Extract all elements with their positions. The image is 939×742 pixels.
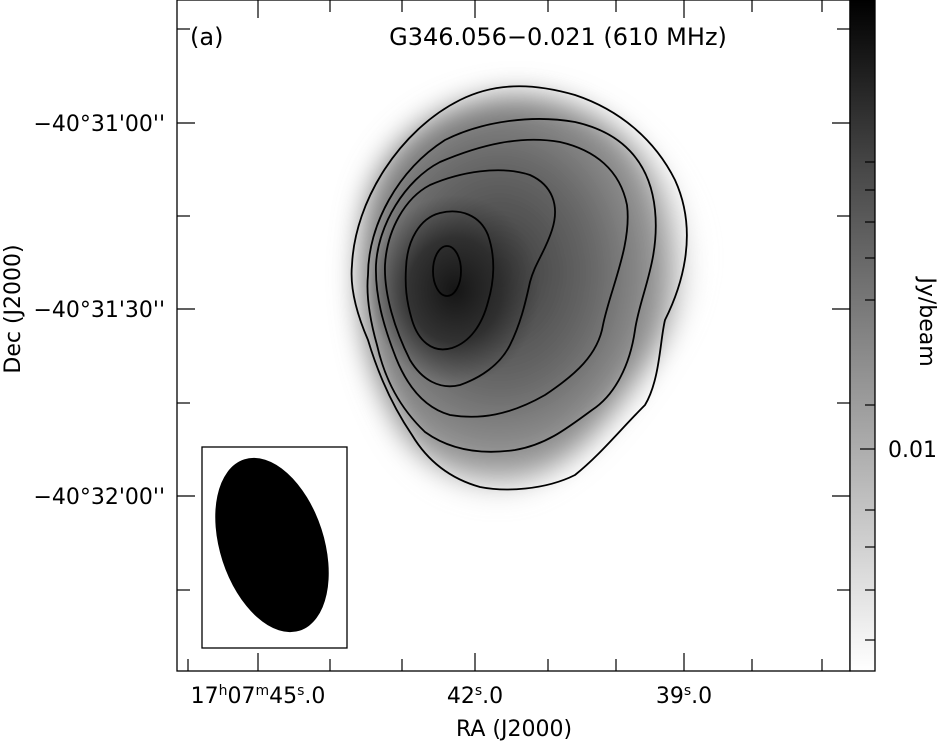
axis-ticks: [177, 0, 850, 671]
x-tick-label: 42s.0: [447, 683, 503, 709]
emission-image: [359, 93, 694, 491]
contour-level-5: [404, 210, 495, 351]
x-tick-label: 39s.0: [656, 683, 712, 709]
y-tick-label: −40°32'00'': [33, 485, 165, 510]
panel-label: (a): [190, 23, 223, 51]
x-tick-labels: 17h07m45s.0 42s.0 39s.0: [191, 683, 713, 709]
beam-ellipse: [215, 457, 329, 633]
contour-level-3: [375, 138, 629, 418]
chart-title: G346.056−0.021 (610 MHz): [389, 23, 727, 51]
contour-set: [350, 85, 688, 491]
y-tick-labels: −40°31'00'' −40°31'30'' −40°32'00'': [33, 112, 165, 510]
colorbar: 0.01 Jy/beam: [849, 0, 939, 672]
contour-level-1: [350, 85, 688, 491]
beam-inset: [201, 446, 348, 649]
colorbar-label: Jy/beam: [914, 275, 939, 366]
y-tick-label: −40°31'00'': [33, 112, 165, 137]
colorbar-ticks: [860, 161, 875, 641]
contour-level-2: [366, 118, 657, 453]
y-axis-label: Dec (J2000): [1, 244, 26, 373]
colorbar-tick-label: 0.01: [888, 438, 937, 463]
y-tick-label: −40°31'30'': [33, 298, 165, 323]
contour-level-6: [432, 245, 462, 297]
x-tick-label: 17h07m45s.0: [191, 683, 326, 709]
contour-level-4: [384, 169, 556, 388]
x-axis-label: RA (J2000): [456, 717, 572, 742]
colorbar-gradient: [849, 0, 876, 672]
emission-core: [370, 195, 540, 385]
